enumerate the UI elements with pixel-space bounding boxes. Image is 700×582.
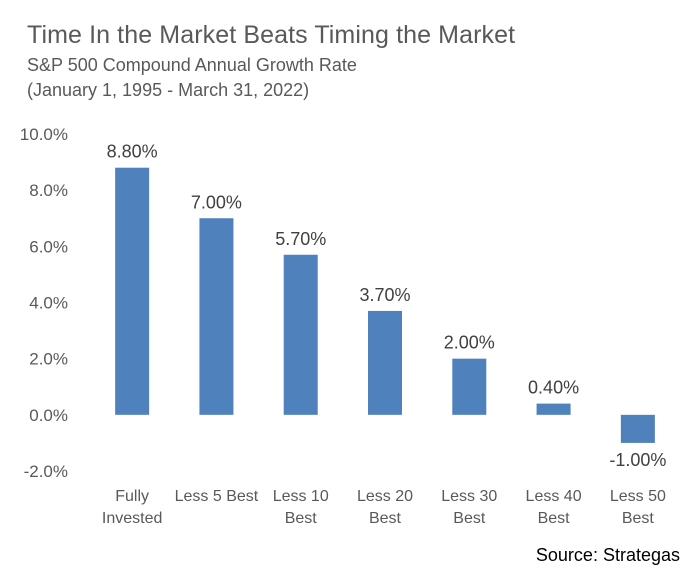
x-tick-label: Less 10 (273, 488, 329, 505)
y-tick-label: -2.0% (24, 462, 68, 481)
bar (115, 167, 150, 415)
y-tick-label: 4.0% (29, 294, 68, 313)
y-tick-label: 8.0% (29, 181, 68, 200)
x-tick-label: Less 40 (526, 488, 582, 505)
chart-subtitle-line-2: (January 1, 1995 - March 31, 2022) (27, 80, 310, 100)
x-tick-label: Best (622, 510, 655, 527)
x-tick-label: Best (453, 510, 486, 527)
bar (283, 254, 318, 415)
x-tick-label: Less 20 (357, 488, 413, 505)
data-label: 3.70% (359, 285, 410, 305)
y-axis-ticks: -2.0% 0.0% 2.0% 4.0% 6.0% 8.0% 10.0% (20, 125, 68, 481)
x-tick-label: Invested (102, 510, 162, 527)
bars (115, 167, 655, 443)
data-label: 5.70% (275, 229, 326, 249)
x-tick-label: Best (538, 510, 571, 527)
data-label: 8.80% (107, 142, 158, 162)
bar (452, 358, 487, 415)
x-tick-label: Less 5 Best (175, 488, 259, 505)
source-note: Source: Strategas (535, 545, 680, 565)
x-axis-labels: Fully Invested Less 5 Best Less 10 Best Less … (102, 488, 666, 527)
data-label: 0.40% (528, 378, 579, 398)
data-label: 2.00% (444, 333, 495, 353)
bar (368, 310, 402, 415)
bar (199, 218, 234, 415)
y-tick-label: 2.0% (29, 350, 68, 369)
chart-subtitle-line-1: S&P 500 Compound Annual Growth Rate (27, 55, 357, 75)
bar (536, 403, 571, 415)
data-label: 7.00% (191, 192, 242, 212)
bar (620, 414, 655, 443)
data-label: -1.00% (609, 450, 666, 470)
y-tick-label: 0.0% (29, 406, 68, 425)
x-tick-label: Best (285, 510, 318, 527)
x-tick-label: Less 50 (610, 488, 666, 505)
y-tick-label: 6.0% (29, 237, 68, 256)
x-tick-label: Best (369, 510, 402, 527)
chart-title: Time In the Market Beats Timing the Mark… (27, 21, 516, 49)
y-tick-label: 10.0% (20, 125, 68, 144)
x-tick-label: Fully (115, 488, 149, 505)
x-tick-label: Less 30 (441, 488, 497, 505)
data-labels: 8.80% 7.00% 5.70% 3.70% 2.00% 0.40% -1.00% (107, 142, 667, 470)
